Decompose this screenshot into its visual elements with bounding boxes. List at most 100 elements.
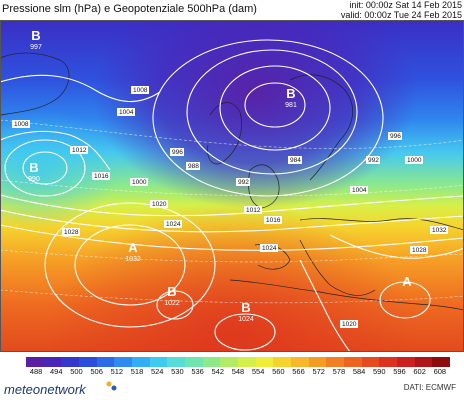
- isobar-label: 996: [388, 132, 402, 140]
- scale-tick-label: 566: [292, 367, 305, 376]
- svg-text:988: 988: [188, 163, 199, 170]
- scale-tick-label: 578: [332, 367, 346, 376]
- color-swatch: [308, 357, 327, 367]
- isobar-label: 1020: [340, 320, 358, 328]
- isobar-label-group: 1008 1004 1000 996 992 988 984 1012 1016…: [12, 86, 448, 328]
- svg-text:1022: 1022: [164, 300, 180, 307]
- svg-text:1016: 1016: [266, 217, 281, 224]
- svg-text:997: 997: [30, 44, 42, 51]
- isobar-label: 1024: [260, 244, 278, 252]
- svg-text:1000: 1000: [407, 157, 422, 164]
- svg-text:992: 992: [238, 179, 249, 186]
- low-center: B 990: [28, 160, 40, 183]
- svg-text:992: 992: [368, 157, 379, 164]
- isobar-label: 1032: [430, 226, 448, 234]
- svg-text:981: 981: [285, 102, 297, 109]
- africa-coast: [229, 279, 464, 311]
- italy-coast: [299, 239, 376, 296]
- color-swatch: [79, 357, 97, 367]
- isobar-label: 992: [366, 156, 380, 164]
- scale-tick-label: 536: [191, 367, 204, 376]
- svg-text:B: B: [286, 86, 295, 101]
- svg-text:1024: 1024: [262, 245, 277, 252]
- low-center: B 1022: [164, 284, 180, 307]
- scale-tick-label: 494: [50, 367, 63, 376]
- color-swatch: [61, 357, 80, 367]
- weather-map: 1008 1004 1000 996 992 988 984 1012 1016…: [0, 20, 464, 352]
- south-warm-shading: [0, 20, 464, 352]
- svg-text:1028: 1028: [64, 229, 79, 236]
- scale-tick-label: 500: [70, 367, 83, 376]
- isobar-label: 996: [170, 148, 184, 156]
- color-swatch: [43, 357, 62, 367]
- scale-tick-label: 596: [393, 367, 406, 376]
- svg-text:1012: 1012: [246, 207, 261, 214]
- isobar-label: 992: [236, 178, 250, 186]
- color-scale-ticks: 488 494 500 506 512 518 524 530 536 542 548 554 560 5…: [26, 367, 450, 377]
- svg-text:1012: 1012: [72, 147, 87, 154]
- svg-text:B: B: [167, 284, 176, 299]
- isobar-label: 1020: [150, 200, 168, 208]
- color-swatch: [149, 357, 168, 367]
- meteonetwork-logo: meteonetwork: [4, 382, 86, 397]
- scale-tick-label: 524: [150, 367, 164, 376]
- color-swatch: [291, 357, 309, 367]
- scale-tick-label: 602: [413, 367, 426, 376]
- isobar-label: 1000: [130, 178, 148, 186]
- color-swatch: [326, 357, 345, 367]
- scale-tick-label: 554: [251, 367, 265, 376]
- init-time: init: 00:00z Sat 14 Feb 2015: [349, 0, 462, 10]
- color-swatch: [379, 357, 398, 367]
- svg-text:1008: 1008: [14, 121, 29, 128]
- color-swatch: [344, 357, 362, 367]
- svg-text:1008: 1008: [133, 87, 148, 94]
- valid-time: valid: 00:00z Tue 24 Feb 2015: [340, 10, 462, 20]
- color-swatch: [185, 357, 203, 367]
- scale-tick-label: 512: [110, 367, 124, 376]
- svg-text:1024: 1024: [166, 221, 181, 228]
- low-center: B 981: [285, 86, 297, 109]
- isobar-label: 1016: [264, 216, 282, 224]
- scale-tick-label: 542: [211, 367, 225, 376]
- high-center: A: [402, 274, 412, 289]
- isobar-label: 1024: [164, 220, 182, 228]
- map-title: Pressione slm (hPa) e Geopotenziale 500h…: [2, 3, 257, 15]
- svg-text:A: A: [402, 274, 412, 289]
- svg-text:984: 984: [290, 157, 301, 164]
- isobar-label: 988: [186, 162, 200, 170]
- svg-text:1020: 1020: [342, 321, 357, 328]
- scale-tick-label: 506: [90, 367, 103, 376]
- data-credit: DATI: ECMWF: [403, 383, 456, 392]
- europe-coast: [299, 218, 464, 231]
- isobar-label: 1000: [405, 156, 423, 164]
- color-scale: [26, 357, 451, 367]
- isobar-label: 984: [288, 156, 302, 164]
- scale-tick-label: 548: [231, 367, 245, 376]
- scale-tick-label: 608: [433, 367, 447, 376]
- pressure-centers: B 997 B 981 B 990 A 1032 B 1022 B 1024 A: [28, 28, 412, 323]
- isobar-label: 1008: [12, 120, 30, 128]
- isobar-label: 1012: [244, 206, 262, 214]
- svg-text:1004: 1004: [119, 109, 134, 116]
- svg-text:B: B: [241, 300, 250, 315]
- isobar-label: 1012: [70, 146, 88, 154]
- svg-text:1004: 1004: [352, 187, 367, 194]
- svg-text:1028: 1028: [412, 247, 427, 254]
- color-swatch: [202, 357, 221, 367]
- run-info: init: 00:00z Sat 14 Feb 2015 valid: 00:0…: [341, 0, 462, 20]
- svg-text:1032: 1032: [432, 227, 447, 234]
- svg-text:1024: 1024: [238, 316, 254, 323]
- isobars: [0, 39, 464, 352]
- isobar-label: 1008: [131, 86, 149, 94]
- header: Pressione slm (hPa) e Geopotenziale 500h…: [0, 0, 464, 20]
- svg-text:996: 996: [390, 133, 401, 140]
- svg-text:1032: 1032: [125, 256, 141, 263]
- color-swatch: [255, 357, 274, 367]
- svg-text:B: B: [31, 28, 40, 43]
- color-swatch: [432, 357, 451, 367]
- logo-dots-icon: [106, 381, 117, 391]
- scale-tick-label: 518: [130, 367, 144, 376]
- color-swatch: [114, 357, 133, 367]
- isobar-label: 1004: [350, 186, 368, 194]
- isobar-label: 1028: [62, 228, 80, 236]
